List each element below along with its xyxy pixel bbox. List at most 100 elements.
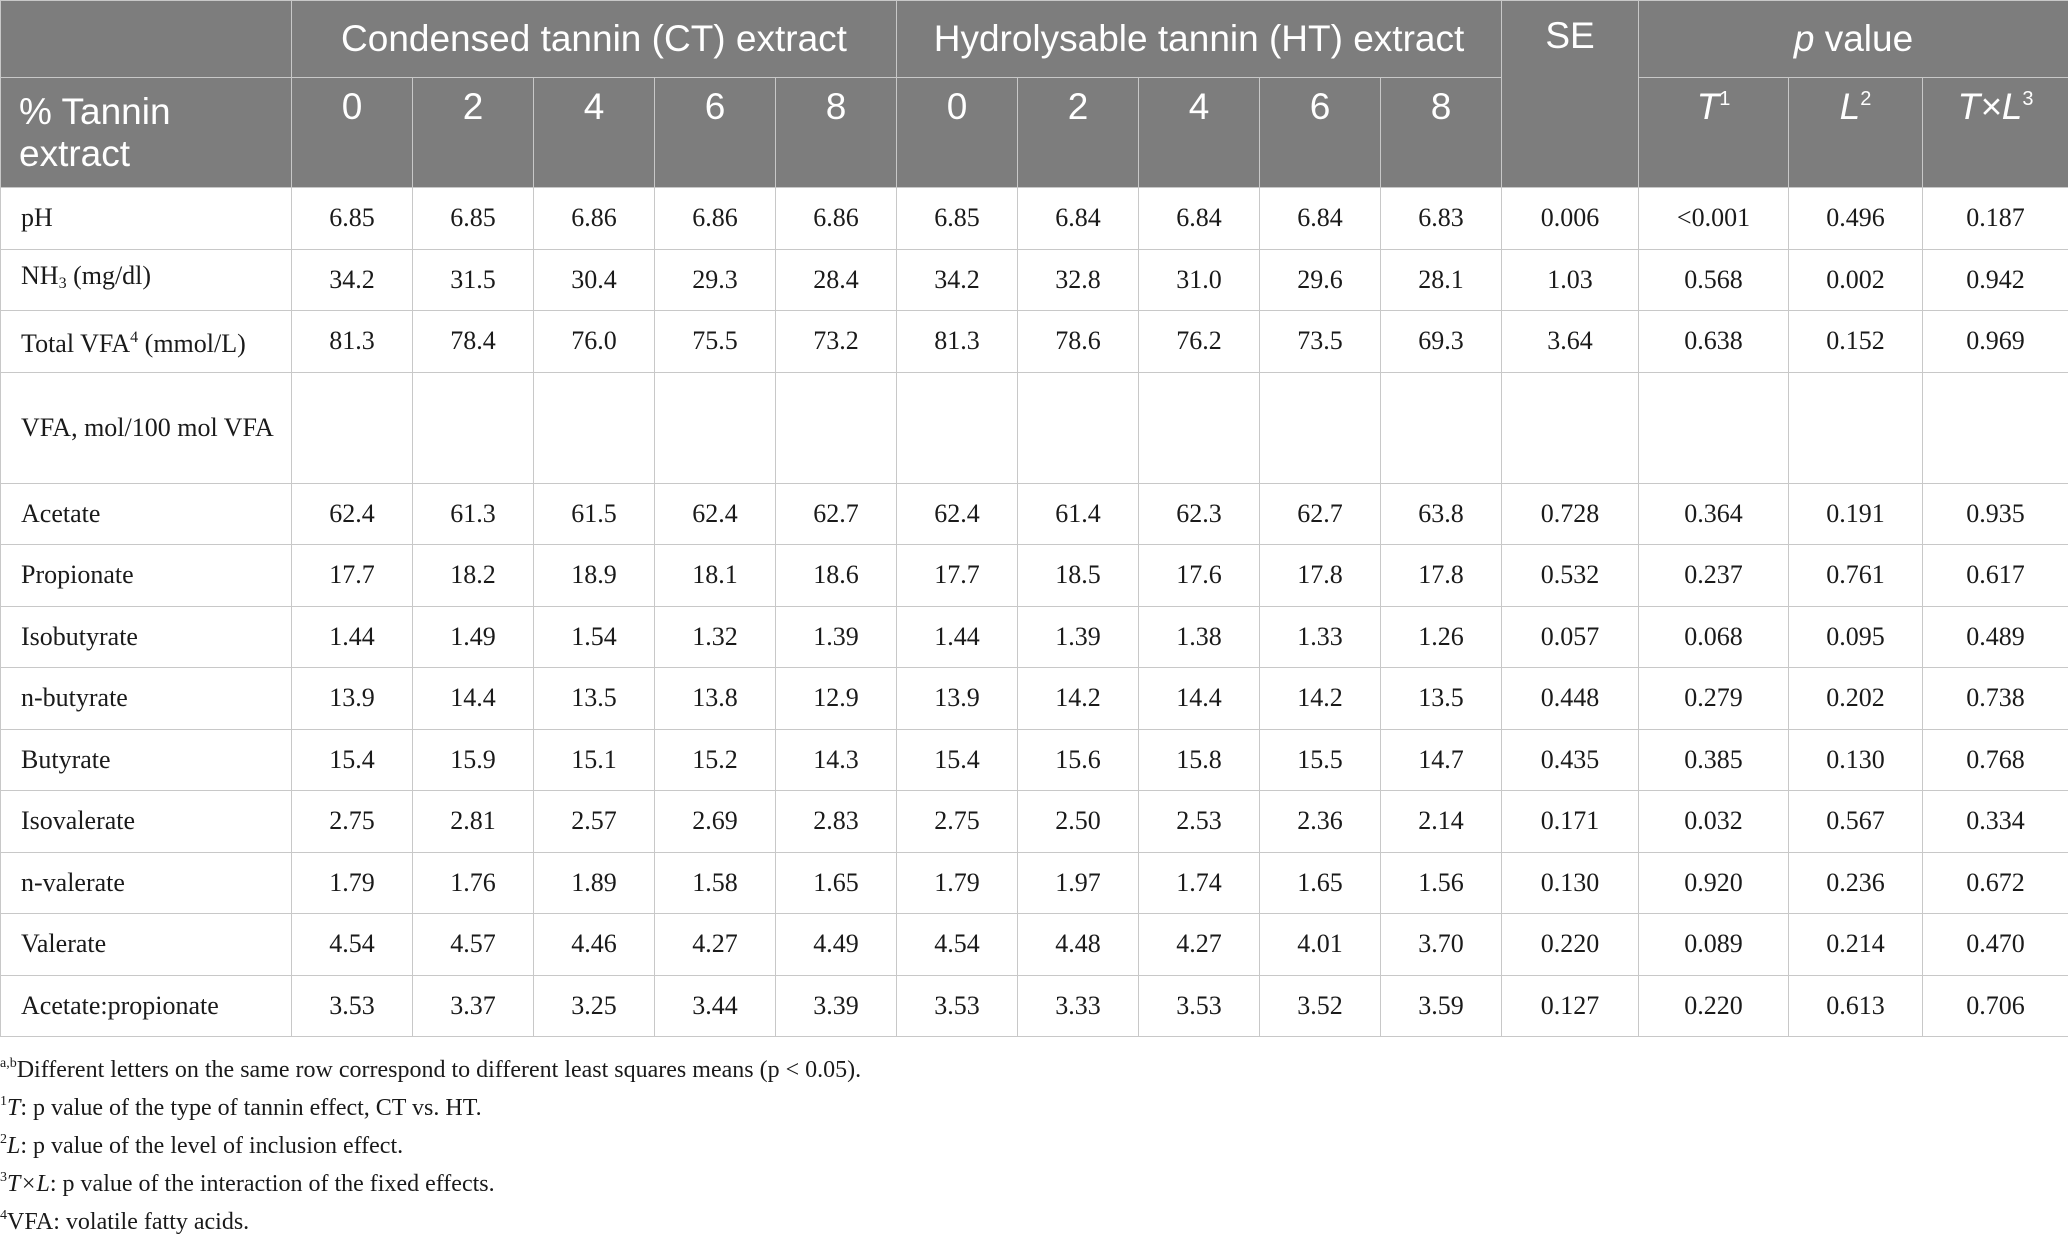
table-cell (1921, 371, 2068, 484)
footnote-symbol: T×L (7, 1171, 50, 1197)
footnote-text: : p value of the interaction of the fixe… (49, 1171, 495, 1197)
table-cell: 0.617 (1921, 544, 2068, 607)
table-row: Isobutyrate 1.44 1.49 1.54 1.32 1.39 1.44 1.39 1… (0, 605, 2068, 668)
row-label: VFA, mol/100 mol VFA (0, 371, 292, 484)
table-cell: 0.489 (1921, 605, 2068, 668)
p-col-t-header: T1 (1638, 77, 1789, 188)
table-cell: 1.79 (291, 851, 413, 914)
table-cell: 1.56 (1380, 851, 1502, 914)
table-cell: 0.334 (1921, 790, 2068, 853)
table-cell: 18.6 (775, 544, 897, 607)
row-label: Acetate (0, 482, 292, 545)
table-row: pH 6.85 6.85 6.86 6.86 6.86 6.85 6.84 6.84 6.84 6.… (0, 187, 2068, 250)
table-cell: 28.4 (775, 248, 897, 311)
table-cell: 0.130 (1501, 851, 1639, 914)
table-cell: 61.4 (1017, 482, 1139, 545)
footnote: 1T: p value of the type of tannin effect… (0, 1083, 861, 1121)
table-cell: 0.220 (1638, 974, 1789, 1037)
table-cell: 0.496 (1788, 187, 1923, 250)
table-cell: 3.53 (291, 974, 413, 1037)
row-label: Propionate (0, 544, 292, 607)
table-row: Total VFA4 (mmol/L) 81.3 78.4 76.0 75.5 73.2 8… (0, 310, 2068, 373)
table-cell: 13.9 (896, 667, 1018, 730)
table-cell: 14.2 (1259, 667, 1381, 730)
table-cell: 15.6 (1017, 728, 1139, 791)
table-cell: 0.969 (1921, 310, 2068, 373)
footnote-mark: a,b (0, 1056, 17, 1071)
table-row: n-butyrate 13.9 14.4 13.5 13.8 12.9 13.9 14.2 14… (0, 667, 2068, 730)
table-row: Propionate 17.7 18.2 18.9 18.1 18.6 17.7 18.5 17… (0, 544, 2068, 607)
table-cell: 1.89 (533, 851, 655, 914)
table-cell: 14.2 (1017, 667, 1139, 730)
table-cell: 62.4 (654, 482, 776, 545)
table-cell: 62.7 (1259, 482, 1381, 545)
table-cell (1501, 371, 1639, 484)
table-cell: 76.2 (1138, 310, 1260, 373)
table-cell: 18.9 (533, 544, 655, 607)
level-header: 2 (412, 77, 534, 188)
table-cell (775, 371, 897, 484)
table-cell: 0.214 (1788, 913, 1923, 976)
table-row: NH3 (mg/dl) 34.2 31.5 30.4 29.3 28.4 34.2 32.8 3… (0, 248, 2068, 311)
table-cell: 4.54 (896, 913, 1018, 976)
table-cell: 76.0 (533, 310, 655, 373)
table-cell: 0.187 (1921, 187, 2068, 250)
table-cell: 0.130 (1788, 728, 1923, 791)
table-cell: 15.5 (1259, 728, 1381, 791)
footnote-text: : p value of the type of tannin effect, … (20, 1095, 482, 1121)
table-cell: 3.53 (896, 974, 1018, 1037)
table-cell: 0.435 (1501, 728, 1639, 791)
table-cell: 2.81 (412, 790, 534, 853)
table-cell: 0.237 (1638, 544, 1789, 607)
level-header: 0 (896, 77, 1018, 188)
header-blank-cell (0, 0, 292, 78)
table-cell: 15.1 (533, 728, 655, 791)
table-cell: 1.44 (291, 605, 413, 668)
footnote: 3T×L: p value of the interaction of the … (0, 1159, 861, 1197)
table-cell: 4.54 (291, 913, 413, 976)
row-label-rest: (mmol/L) (138, 329, 246, 359)
table-cell: 0.236 (1788, 851, 1923, 914)
table-cell: 1.49 (412, 605, 534, 668)
table-cell: 3.64 (1501, 310, 1639, 373)
table-cell: 69.3 (1380, 310, 1502, 373)
p-value-header: p value (1637, 0, 2068, 78)
table-cell: 6.86 (533, 187, 655, 250)
table-row: VFA, mol/100 mol VFA (0, 371, 2068, 484)
table-cell: 0.089 (1638, 913, 1789, 976)
footnote-mark: 3 (0, 1170, 7, 1185)
table-cell: 3.39 (775, 974, 897, 1037)
row-label-superscript: 4 (130, 329, 139, 347)
table-cell (533, 371, 655, 484)
table-cell: 2.36 (1259, 790, 1381, 853)
table-cell: 3.52 (1259, 974, 1381, 1037)
table-row: n-valerate 1.79 1.76 1.89 1.58 1.65 1.79 1.97 1.… (0, 851, 2068, 914)
footnote-mark: 4 (0, 1208, 7, 1223)
table-cell (1380, 371, 1502, 484)
table-cell: 3.37 (412, 974, 534, 1037)
table-cell (1017, 371, 1139, 484)
row-label: Valerate (0, 913, 292, 976)
p-col-t-main: T (1696, 86, 1720, 127)
table-cell: 0.613 (1788, 974, 1923, 1037)
table-cell: 14.4 (1138, 667, 1260, 730)
table-cell: 0.068 (1638, 605, 1789, 668)
table-cell: 0.706 (1921, 974, 2068, 1037)
table-cell: 2.75 (896, 790, 1018, 853)
table-cell: 1.74 (1138, 851, 1260, 914)
table-cell: 13.5 (533, 667, 655, 730)
table-cell: 28.1 (1380, 248, 1502, 311)
table-cell: 17.6 (1138, 544, 1260, 607)
table-cell: 13.9 (291, 667, 413, 730)
table-cell: 2.75 (291, 790, 413, 853)
table-cell: 0.202 (1788, 667, 1923, 730)
table-cell: 34.2 (896, 248, 1018, 311)
table-cell: 0.191 (1788, 482, 1923, 545)
table-cell (291, 371, 413, 484)
table-cell: 17.8 (1259, 544, 1381, 607)
table-cell: 1.54 (533, 605, 655, 668)
table-cell: 0.279 (1638, 667, 1789, 730)
table-cell: 3.70 (1380, 913, 1502, 976)
table-cell: 1.44 (896, 605, 1018, 668)
table-cell: 6.84 (1017, 187, 1139, 250)
